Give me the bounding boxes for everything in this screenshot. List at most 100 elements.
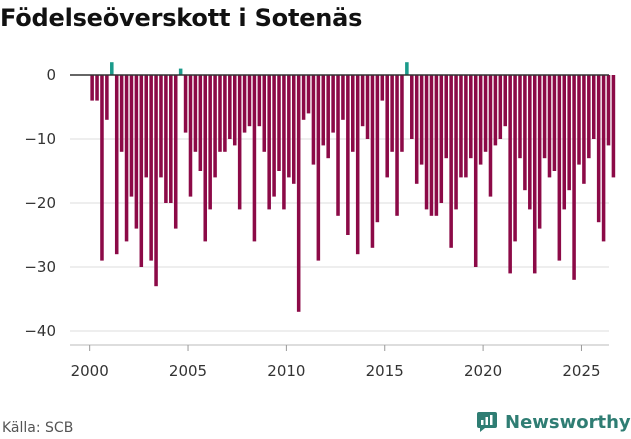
bar <box>341 75 345 120</box>
bar <box>400 75 404 152</box>
bar <box>518 75 522 159</box>
bar <box>498 75 503 139</box>
bar <box>611 75 616 178</box>
bar <box>380 75 385 101</box>
bar <box>139 75 144 267</box>
bar <box>90 75 94 101</box>
bar-chart: 0 −10 −20 −30 −40 2000 2005 2010 2015 2020 2025 <box>24 62 616 380</box>
x-tick-label: 2025 <box>562 362 600 380</box>
bar <box>173 75 178 229</box>
chart-title: Födelseöverskott i Sotenäs <box>0 4 363 32</box>
bar <box>247 75 252 127</box>
bar <box>164 75 168 203</box>
bar <box>375 75 380 223</box>
bar <box>114 75 119 255</box>
bar <box>277 75 281 171</box>
bar <box>532 75 537 274</box>
bar <box>567 75 571 191</box>
bar <box>483 75 488 152</box>
bar <box>306 75 311 114</box>
y-tick-label: 0 <box>46 66 56 84</box>
bar <box>296 75 301 312</box>
x-tick-label: 2005 <box>169 362 207 380</box>
bar <box>311 75 316 165</box>
bar <box>562 75 567 210</box>
bar <box>591 75 596 139</box>
bar <box>459 75 463 178</box>
bar <box>439 75 444 203</box>
y-tick-label: −10 <box>24 130 56 148</box>
bar <box>169 75 173 203</box>
bar <box>316 75 321 261</box>
bar <box>405 62 409 75</box>
bar <box>385 75 389 178</box>
bar <box>237 75 242 210</box>
bar <box>464 75 468 178</box>
bar <box>213 75 217 178</box>
bar <box>370 75 375 248</box>
bar <box>434 75 439 216</box>
bar <box>503 75 507 127</box>
bar <box>493 75 498 146</box>
bar <box>355 75 360 255</box>
bar <box>469 75 473 159</box>
bar <box>557 75 562 261</box>
bar <box>326 75 330 159</box>
bar <box>193 75 198 152</box>
bar <box>513 75 517 242</box>
bar <box>218 75 222 152</box>
bar <box>444 75 448 159</box>
bar <box>596 75 601 223</box>
bar <box>365 75 370 139</box>
bar <box>110 62 114 75</box>
bar <box>346 75 350 235</box>
bar <box>144 75 148 178</box>
bar <box>198 75 203 171</box>
bar <box>429 75 434 216</box>
bar <box>124 75 129 242</box>
bar <box>523 75 527 191</box>
bar <box>228 75 232 139</box>
bar <box>552 75 557 171</box>
bar <box>542 75 547 159</box>
bar <box>119 75 124 152</box>
bar <box>478 75 483 165</box>
bar <box>291 75 296 184</box>
bar <box>508 75 512 274</box>
bar <box>528 75 532 210</box>
bar <box>454 75 458 210</box>
y-axis-ticks: 0 −10 −20 −30 −40 <box>24 66 56 340</box>
bars <box>90 62 616 312</box>
bar <box>223 75 227 152</box>
bar <box>390 75 394 152</box>
bar <box>105 75 109 120</box>
bar <box>188 75 193 197</box>
bar <box>178 68 183 75</box>
bar <box>267 75 271 210</box>
bar <box>424 75 429 210</box>
bar <box>95 75 99 101</box>
bar <box>301 75 306 120</box>
x-tick-label: 2020 <box>464 362 502 380</box>
x-tick-label: 2010 <box>267 362 305 380</box>
bar <box>473 75 478 267</box>
y-tick-label: −20 <box>24 194 56 212</box>
bar <box>282 75 286 210</box>
bar <box>208 75 212 210</box>
bar <box>134 75 139 229</box>
bar <box>154 75 158 287</box>
bar <box>488 75 493 197</box>
x-tick-label: 2000 <box>71 362 109 380</box>
bar <box>360 75 365 127</box>
bar <box>257 75 262 127</box>
brand-name: Newsworthy <box>505 411 631 433</box>
bar <box>272 75 276 197</box>
bar <box>331 75 335 133</box>
x-axis-ticks: 2000 2005 2010 2015 2020 2025 <box>71 345 601 380</box>
y-tick-label: −30 <box>24 258 56 276</box>
bar <box>587 75 591 159</box>
bar <box>336 75 340 216</box>
bar <box>100 75 104 261</box>
x-tick-label: 2015 <box>366 362 404 380</box>
newsworthy-logo[interactable]: Newsworthy <box>476 408 631 436</box>
